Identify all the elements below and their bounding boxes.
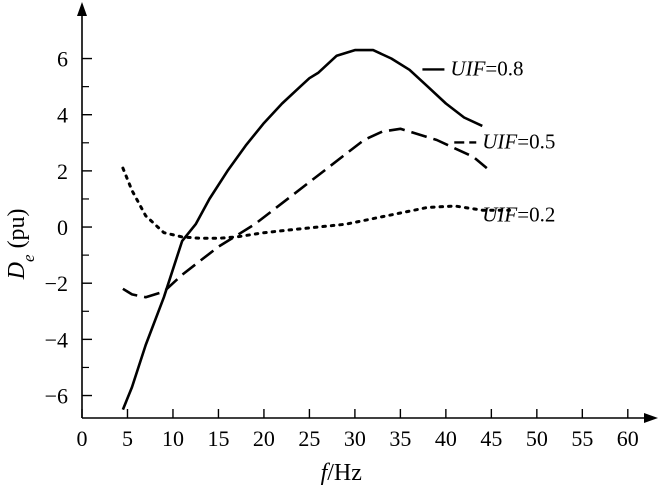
series-label-2: UIF=0.2 bbox=[482, 202, 555, 226]
x-tick-label: 45 bbox=[480, 426, 502, 451]
x-tick-label: 5 bbox=[122, 426, 133, 451]
x-tick-label: 15 bbox=[207, 426, 229, 451]
x-tick-label: 55 bbox=[571, 426, 593, 451]
ticks: 0 5 10 15 20 25 30 35 40 45 50 55 60 −6 −4 −2 0 2 4 6 bbox=[45, 47, 639, 451]
y-axis-arrow bbox=[77, 2, 87, 16]
labels: UIF=0.8 UIF=0.5 UIF=0.2 f/Hz De (pu) bbox=[4, 56, 555, 486]
x-axis-title: f/Hz bbox=[321, 460, 362, 486]
x-tick-label: 20 bbox=[253, 426, 275, 451]
x-tick-label: 10 bbox=[162, 426, 184, 451]
y-tick-label: −6 bbox=[45, 384, 68, 409]
series-line-2 bbox=[121, 166, 511, 240]
y-axis-title: De (pu) bbox=[4, 208, 38, 280]
x-tick-label: 60 bbox=[617, 426, 639, 451]
series-line-0 bbox=[121, 48, 483, 411]
y-tick-label: 4 bbox=[57, 103, 68, 128]
series-label-1: UIF=0.5 bbox=[482, 129, 555, 153]
x-axis-arrow bbox=[644, 413, 658, 423]
series-layer bbox=[121, 48, 511, 411]
axes bbox=[77, 2, 658, 423]
y-tick-label: −2 bbox=[45, 271, 68, 296]
series-label-0: UIF=0.8 bbox=[450, 56, 523, 80]
y-tick-label: 2 bbox=[57, 159, 68, 184]
series-line-1 bbox=[122, 127, 488, 299]
x-tick-label: 50 bbox=[526, 426, 548, 451]
y-tick-label: −4 bbox=[45, 327, 68, 352]
y-tick-label: 0 bbox=[57, 215, 68, 240]
x-tick-label: 0 bbox=[77, 426, 88, 451]
x-tick-label: 40 bbox=[435, 426, 457, 451]
x-tick-label: 30 bbox=[344, 426, 366, 451]
x-tick-label: 35 bbox=[389, 426, 411, 451]
y-tick-label: 6 bbox=[57, 47, 68, 72]
x-tick-label: 25 bbox=[298, 426, 320, 451]
